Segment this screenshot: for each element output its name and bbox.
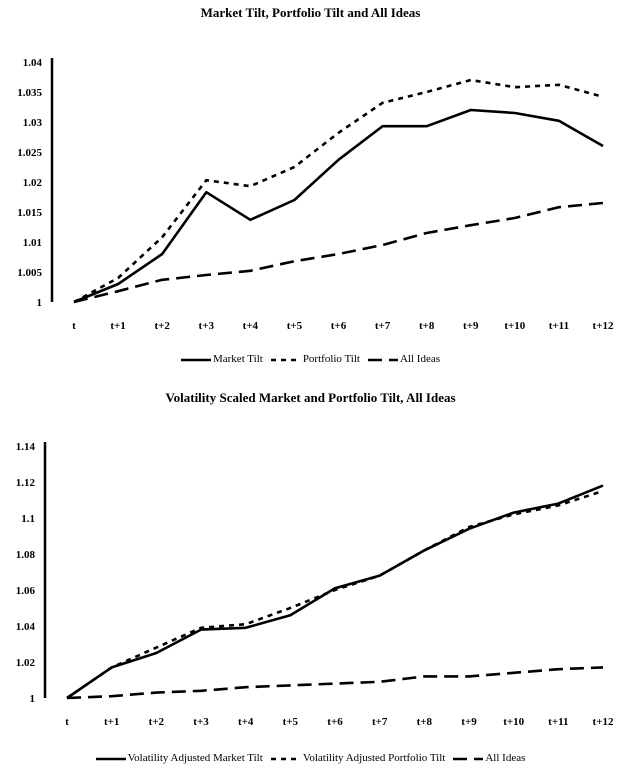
- x-tick-label: t+3: [193, 716, 209, 728]
- legend-swatch: [180, 358, 211, 362]
- series-line-2: [66, 489, 604, 700]
- legend-item: Volatility Adjusted Portfolio Tilt: [270, 752, 446, 764]
- y-tick-label: 1.02: [23, 177, 43, 189]
- x-tick-label: t+4: [243, 320, 259, 332]
- legend-item: Market Tilt: [180, 353, 263, 365]
- series-line-1: [66, 484, 604, 700]
- legend: Market Tilt Portfolio Tilt All Ideas: [0, 353, 621, 365]
- y-tick-label: 1.14: [16, 441, 36, 453]
- y-tick-label: 1.06: [16, 585, 36, 597]
- x-tick-label: t+6: [327, 716, 343, 728]
- legend-item: Volatility Adjusted Market Tilt: [95, 752, 263, 764]
- legend-item: Portfolio Tilt: [270, 353, 360, 365]
- x-tick-label: t+3: [199, 320, 215, 332]
- legend-item: All Ideas: [367, 353, 440, 365]
- legend-swatch: [270, 358, 301, 362]
- x-tick-label: t+2: [149, 716, 165, 728]
- x-tick-label: t+7: [375, 320, 391, 332]
- x-tick-label: t: [65, 716, 69, 728]
- legend-label: Volatility Adjusted Portfolio Tilt: [302, 752, 446, 764]
- x-tick-label: t+9: [461, 716, 477, 728]
- legend-label: All Ideas: [399, 353, 440, 365]
- x-tick-label: t+11: [548, 716, 568, 728]
- y-tick-label: 1.025: [17, 147, 42, 159]
- y-tick-label: 1.1: [21, 513, 35, 525]
- chart-volatility-scaled: Volatility Scaled Market and Portfolio T…: [0, 380, 621, 772]
- x-tick-label: t+4: [238, 716, 254, 728]
- y-tick-label: 1.04: [16, 621, 36, 633]
- x-tick-label: t+8: [419, 320, 435, 332]
- series-line-3: [66, 666, 604, 700]
- x-tick-label: t: [72, 320, 76, 332]
- series-line-1: [73, 108, 604, 304]
- x-tick-label: t+10: [504, 320, 525, 332]
- legend-label: Volatility Adjusted Market Tilt: [127, 752, 263, 764]
- y-tick-label: 1.005: [17, 267, 42, 279]
- x-tick-label: t+12: [593, 716, 614, 728]
- y-tick-label: 1: [37, 297, 43, 309]
- y-tick-label: 1.02: [16, 657, 36, 669]
- chart-market-tilt: Market Tilt, Portfolio Tilt and All Idea…: [0, 0, 621, 380]
- x-tick-label: t+5: [283, 716, 299, 728]
- x-tick-label: t+12: [593, 320, 614, 332]
- y-tick-label: 1.035: [17, 87, 42, 99]
- legend-item: All Ideas: [453, 752, 525, 764]
- legend-label: All Ideas: [485, 752, 526, 764]
- x-tick-label: t+1: [110, 320, 125, 332]
- plot-area: 1 1.02 1.04 1.06 1.08 1.1 1.12 1.14 t t+1 t+2 t+3 t+…: [16, 441, 614, 728]
- y-tick-label: 1.01: [23, 237, 42, 249]
- y-tick-label: 1: [30, 693, 36, 705]
- plot-area: 1 1.005 1.01 1.015 1.02 1.025 1.03 1.035 1.04 t t+…: [17, 57, 614, 332]
- x-tick-label: t+8: [417, 716, 433, 728]
- chart-title: Volatility Scaled Market and Portfolio T…: [165, 390, 456, 405]
- legend-label: Market Tilt: [212, 353, 263, 365]
- x-tick-label: t+11: [549, 320, 569, 332]
- x-tick-label: t+1: [104, 716, 119, 728]
- x-tick-label: t+2: [154, 320, 170, 332]
- x-tick-label: t+9: [463, 320, 479, 332]
- y-tick-label: 1.015: [17, 207, 42, 219]
- legend-label: Portfolio Tilt: [302, 353, 360, 365]
- x-tick-label: t+7: [372, 716, 388, 728]
- x-tick-label: t+10: [503, 716, 524, 728]
- series-line-2: [73, 78, 604, 304]
- chart-title: Market Tilt, Portfolio Tilt and All Idea…: [200, 5, 421, 20]
- y-tick-label: 1.03: [23, 117, 43, 129]
- y-tick-label: 1.12: [16, 477, 36, 489]
- legend-swatch: [367, 358, 398, 362]
- legend-swatch: [453, 757, 484, 761]
- legend-swatch: [95, 757, 126, 761]
- legend: Volatility Adjusted Market Tilt Volatilit…: [0, 752, 621, 764]
- y-tick-label: 1.04: [23, 57, 43, 69]
- x-tick-label: t+5: [287, 320, 303, 332]
- y-tick-label: 1.08: [16, 549, 36, 561]
- x-tick-label: t+6: [331, 320, 347, 332]
- legend-swatch: [270, 757, 301, 761]
- series-line-3: [73, 201, 604, 304]
